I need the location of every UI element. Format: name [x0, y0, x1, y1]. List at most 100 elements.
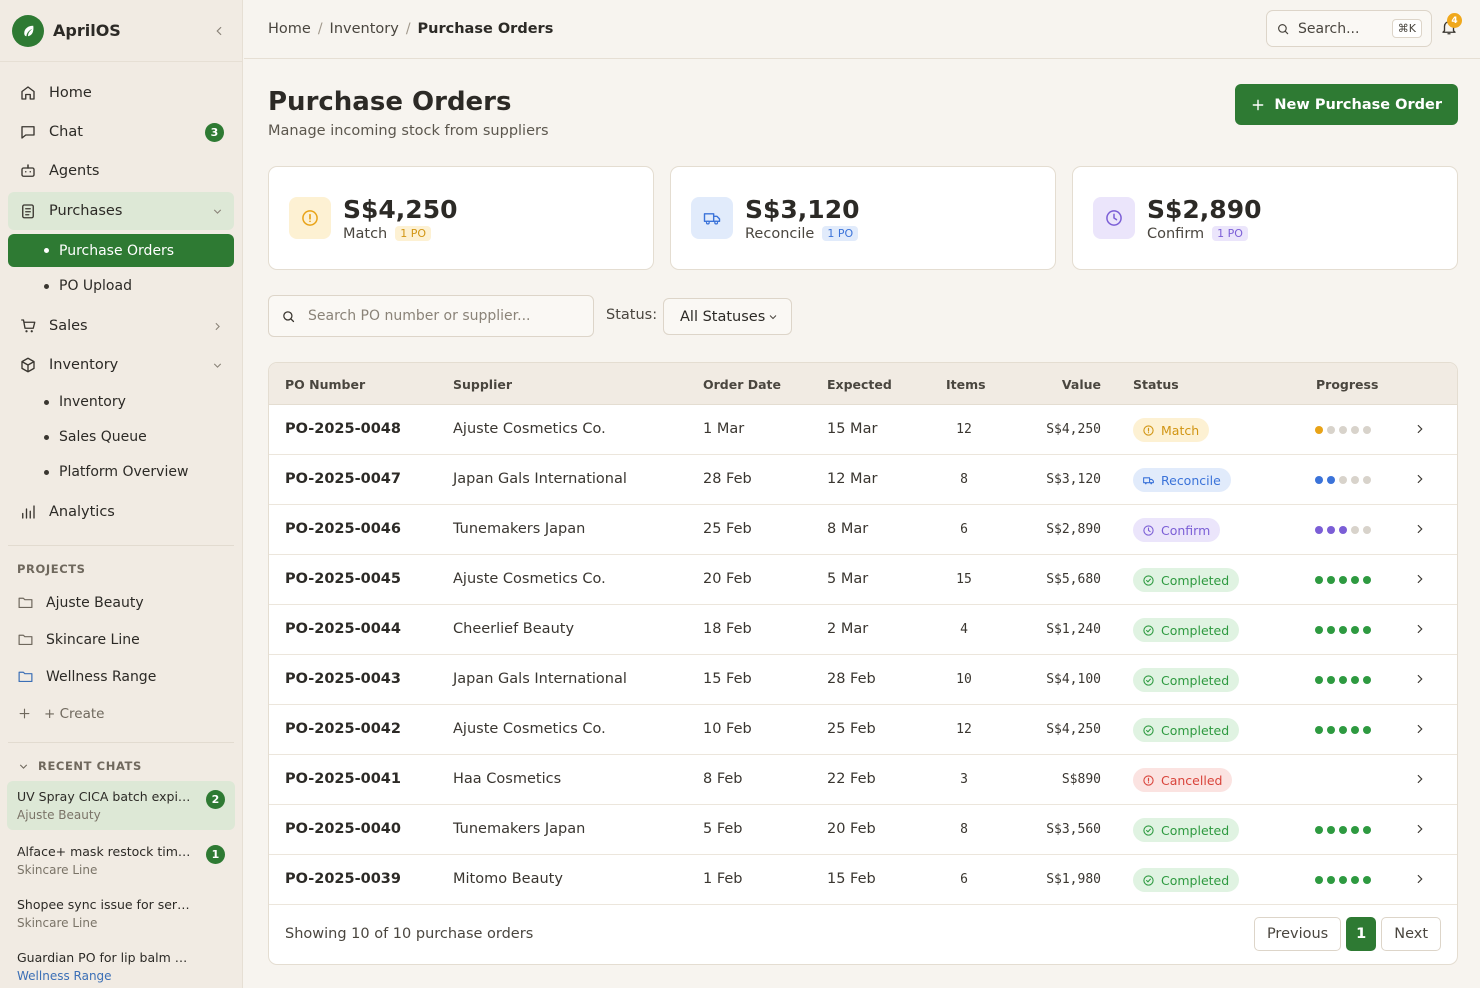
- po-number[interactable]: PO-2025-0040: [285, 821, 401, 837]
- col-supplier[interactable]: Supplier: [453, 377, 513, 392]
- col-value[interactable]: Value: [1061, 377, 1101, 392]
- nav-platform-overview-label: Platform Overview: [59, 464, 189, 480]
- alert-circle-icon: [289, 197, 331, 239]
- nav-analytics[interactable]: Analytics: [8, 493, 234, 531]
- summary-card-confirm[interactable]: S$2,890 Confirm 1 PO: [1072, 166, 1458, 270]
- order-date: 18 Feb: [703, 621, 752, 637]
- nav-inventory-sub[interactable]: Inventory: [8, 385, 234, 419]
- truck-icon: [691, 197, 733, 239]
- col-status[interactable]: Status: [1133, 377, 1179, 392]
- po-number[interactable]: PO-2025-0042: [285, 721, 401, 737]
- table-row[interactable]: PO-2025-0039 Mitomo Beauty 1 Feb 15 Feb 6 S$1…: [269, 855, 1457, 905]
- po-number[interactable]: PO-2025-0045: [285, 571, 401, 587]
- po-number[interactable]: PO-2025-0039: [285, 871, 401, 887]
- table-row[interactable]: PO-2025-0048 Ajuste Cosmetics Co. 1 Mar 15 …: [269, 405, 1457, 455]
- progress-indicator: [1315, 626, 1375, 634]
- global-search[interactable]: Search... ⌘K: [1266, 10, 1432, 47]
- breadcrumb-inventory[interactable]: Inventory: [329, 21, 399, 37]
- col-progress[interactable]: Progress: [1316, 377, 1379, 392]
- progress-dot: [1327, 676, 1335, 684]
- folder-icon: [17, 594, 34, 611]
- breadcrumb-separator: /: [405, 21, 411, 37]
- table-header: PO Number Supplier Order Date Expected I…: [269, 363, 1457, 405]
- recent-chats-toggle[interactable]: RECENT CHATS: [0, 743, 242, 781]
- nav-chat[interactable]: Chat 3: [8, 113, 234, 151]
- po-number[interactable]: PO-2025-0041: [285, 771, 401, 787]
- project-skincare-line[interactable]: Skincare Line: [0, 621, 242, 658]
- nav-analytics-label: Analytics: [49, 504, 115, 520]
- chevron-right-icon[interactable]: [1413, 722, 1427, 736]
- create-project-button[interactable]: + Create: [0, 695, 242, 732]
- nav-agents[interactable]: Agents: [8, 152, 234, 190]
- progress-dot: [1351, 676, 1359, 684]
- page-1-button[interactable]: 1: [1346, 917, 1377, 951]
- nav-platform-overview[interactable]: Platform Overview: [8, 455, 234, 489]
- summary-card-reconcile[interactable]: S$3,120 Reconcile 1 PO: [670, 166, 1056, 270]
- new-purchase-order-button[interactable]: New Purchase Order: [1235, 84, 1458, 125]
- plus-icon: [1251, 98, 1265, 112]
- status-filter-select[interactable]: All Statuses: [663, 298, 792, 335]
- table-row[interactable]: PO-2025-0042 Ajuste Cosmetics Co. 10 Feb 25…: [269, 705, 1457, 755]
- chevron-right-icon[interactable]: [1413, 572, 1427, 586]
- table-row[interactable]: PO-2025-0044 Cheerlief Beauty 18 Feb 2 Mar 4…: [269, 605, 1457, 655]
- nav-purchases[interactable]: Purchases: [8, 192, 234, 230]
- chevron-right-icon[interactable]: [1413, 772, 1427, 786]
- po-number[interactable]: PO-2025-0048: [285, 421, 401, 437]
- breadcrumb: Home / Inventory / Purchase Orders: [268, 21, 553, 37]
- chevron-right-icon[interactable]: [1413, 672, 1427, 686]
- progress-indicator: [1315, 426, 1375, 434]
- progress-dot: [1339, 526, 1347, 534]
- table-row[interactable]: PO-2025-0043 Japan Gals International 15 F…: [269, 655, 1457, 705]
- nav-purchase-orders[interactable]: Purchase Orders: [8, 234, 234, 267]
- progress-dot: [1327, 626, 1335, 634]
- po-number[interactable]: PO-2025-0047: [285, 471, 401, 487]
- progress-dot: [1363, 426, 1371, 434]
- chevron-right-icon[interactable]: [1413, 872, 1427, 886]
- po-number[interactable]: PO-2025-0044: [285, 621, 401, 637]
- col-items[interactable]: Items: [946, 377, 986, 392]
- project-wellness-range[interactable]: Wellness Range: [0, 658, 242, 695]
- check-circle-icon: [1142, 724, 1155, 737]
- april-logo-icon[interactable]: [12, 14, 44, 47]
- status-label: Completed: [1161, 722, 1230, 738]
- po-search-input[interactable]: Search PO number or supplier...: [268, 295, 594, 337]
- recent-chat-item[interactable]: Alface+ mask restock timel... Skincare L…: [7, 836, 235, 885]
- summary-card-match[interactable]: S$4,250 Match 1 PO: [268, 166, 654, 270]
- po-number[interactable]: PO-2025-0046: [285, 521, 401, 537]
- new-purchase-order-label: New Purchase Order: [1274, 96, 1442, 113]
- col-expected[interactable]: Expected: [827, 377, 892, 392]
- col-order-date[interactable]: Order Date: [703, 377, 781, 392]
- chevron-right-icon[interactable]: [1413, 522, 1427, 536]
- chevron-right-icon[interactable]: [1413, 822, 1427, 836]
- po-number[interactable]: PO-2025-0043: [285, 671, 401, 687]
- breadcrumb-home[interactable]: Home: [268, 21, 311, 37]
- nav-sales[interactable]: Sales: [8, 307, 234, 345]
- table-row[interactable]: PO-2025-0040 Tunemakers Japan 5 Feb 20 Feb 8…: [269, 805, 1457, 855]
- supplier: Cheerlief Beauty: [453, 621, 575, 637]
- supplier: Ajuste Cosmetics Co.: [453, 421, 606, 437]
- table-row[interactable]: PO-2025-0046 Tunemakers Japan 25 Feb 8 Mar 6…: [269, 505, 1457, 555]
- chevron-right-icon[interactable]: [1413, 422, 1427, 436]
- progress-indicator: [1315, 726, 1375, 734]
- chat-title: UV Spray CICA batch expiry...: [17, 789, 193, 804]
- chevron-right-icon[interactable]: [1413, 622, 1427, 636]
- table-row[interactable]: PO-2025-0041 Haa Cosmetics 8 Feb 22 Feb 3 S$8…: [269, 755, 1457, 805]
- previous-page-button[interactable]: Previous: [1253, 917, 1342, 951]
- recent-chat-item[interactable]: Shopee sync issue for seru... Skincare L…: [7, 889, 235, 938]
- recent-chat-item[interactable]: Guardian PO for lip balm va... Wellness …: [7, 942, 235, 988]
- nav-home[interactable]: Home: [8, 74, 234, 112]
- pagination: Previous 1 Next: [1249, 917, 1441, 951]
- chevron-right-icon[interactable]: [1413, 472, 1427, 486]
- collapse-sidebar-icon[interactable]: [212, 24, 226, 38]
- col-po-number[interactable]: PO Number: [285, 377, 366, 392]
- progress-dot: [1363, 476, 1371, 484]
- nav-sales-queue[interactable]: Sales Queue: [8, 420, 234, 454]
- project-ajuste-beauty[interactable]: Ajuste Beauty: [0, 584, 242, 621]
- table-row[interactable]: PO-2025-0045 Ajuste Cosmetics Co. 20 Feb 5 …: [269, 555, 1457, 605]
- table-row[interactable]: PO-2025-0047 Japan Gals International 28 F…: [269, 455, 1457, 505]
- status-badge: Completed: [1133, 868, 1240, 892]
- next-page-button[interactable]: Next: [1381, 917, 1441, 951]
- nav-inventory[interactable]: Inventory: [8, 346, 234, 384]
- recent-chat-item[interactable]: UV Spray CICA batch expiry... Ajuste Bea…: [7, 781, 235, 830]
- nav-po-upload[interactable]: PO Upload: [8, 269, 234, 303]
